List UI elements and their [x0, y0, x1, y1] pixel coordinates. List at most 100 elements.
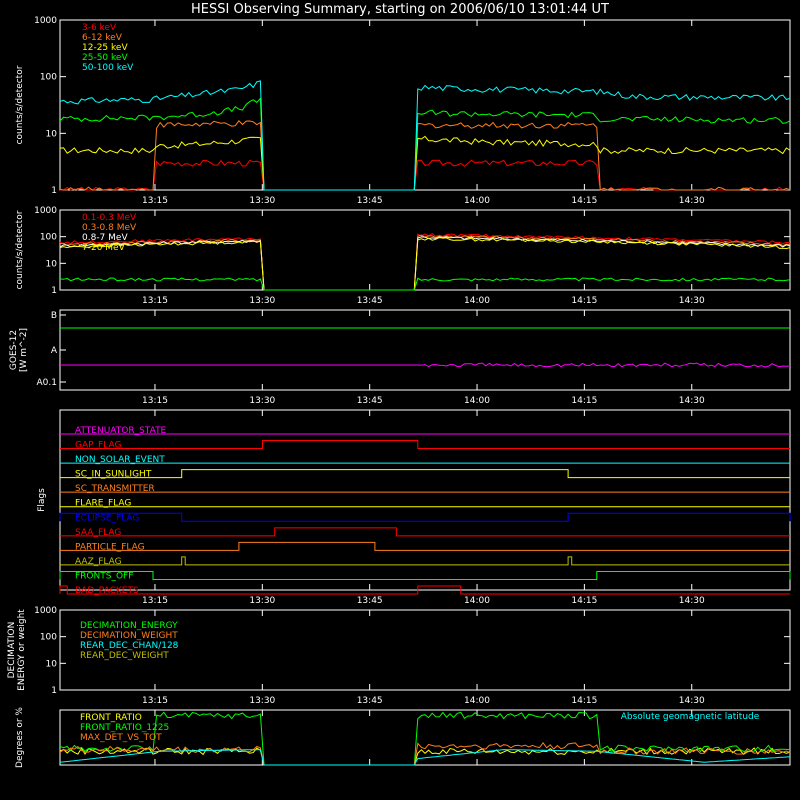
flag-label: ATTENUATOR_STATE: [75, 426, 167, 436]
y-tick-label: 1000: [34, 206, 57, 216]
goes-series-line: [60, 362, 791, 368]
series-line: [59, 749, 791, 766]
x-tick-label: 13:45: [357, 696, 383, 706]
flag-line: [60, 469, 790, 479]
flag-label: NON_SOLAR_EVENT: [75, 455, 165, 465]
x-tick-label: 14:30: [679, 696, 705, 706]
series-line: [59, 747, 791, 766]
legend-entry: 3-6 keV: [82, 23, 117, 33]
x-tick-label: 14:00: [464, 196, 490, 206]
x-tick-label: 14:15: [571, 296, 597, 306]
y-tick-label: 1: [51, 286, 57, 296]
flag-label: ECLIPSE_FLAG: [75, 513, 139, 523]
flag-label: BAD_PACKETS: [75, 586, 139, 596]
x-tick-label: 13:45: [357, 596, 383, 606]
legend-entry: 0.1-0.3 MeV: [82, 213, 137, 223]
flag-label: FRONTS_OFF: [75, 571, 133, 581]
panel-frame: [59, 209, 791, 291]
x-tick-label: 13:15: [142, 596, 168, 606]
y-tick-label: 100: [40, 633, 57, 643]
legend-entry: REAR_DEC_WEIGHT: [80, 651, 169, 661]
panel-flags: 13:15 13:30 13:45 14:00 14:15 14:30 Flags ATTEN…: [37, 409, 791, 606]
flag-label: SC_TRANSMITTER: [75, 484, 155, 494]
legend-entry: MAX_DET_VS_TOT: [80, 733, 162, 743]
y-tick-label: 1000: [34, 16, 57, 26]
x-tick-label: 13:15: [142, 396, 168, 406]
y-axis-label: ENERGY or weight: [17, 609, 27, 691]
x-tick-label: 14:00: [464, 296, 490, 306]
x-tick-label: 13:45: [357, 396, 383, 406]
y-axis-label: GOES-12: [9, 330, 19, 370]
series-line: [60, 159, 791, 191]
legend-entry: REAR_DEC_CHAN/128: [80, 641, 179, 651]
series-line: [59, 741, 791, 766]
series-line: [59, 277, 791, 291]
legend-entry: 0.3-0.8 MeV: [82, 223, 137, 233]
x-tick-label: 14:30: [679, 596, 705, 606]
panel-goes: A0.1 A B 13:15 13:30 13:45 14:00 14:15 14:30 GOES…: [9, 309, 791, 406]
x-tick-label: 14:30: [679, 296, 705, 306]
x-tick-label: 14:15: [571, 596, 597, 606]
y-tick-label: 10: [46, 129, 58, 139]
figure-title: HESSI Observing Summary, starting on 200…: [191, 2, 609, 17]
x-tick-label: 13:45: [357, 196, 383, 206]
y-tick-label: 1000: [34, 606, 57, 616]
panel-frame: [59, 19, 791, 191]
series-line: [59, 237, 791, 291]
x-tick-label: 14:15: [571, 696, 597, 706]
x-tick-label: 13:30: [249, 396, 275, 406]
panel-low_energy: 1 10 100 1000 13:15 13:30 13:45 14:00 14:15 14:30…: [15, 16, 791, 206]
series-line: [59, 711, 791, 766]
flag-line: [59, 512, 791, 522]
legend-entry: 0.8-7 MeV: [82, 233, 128, 243]
flag-line: [59, 570, 791, 580]
panels-group: 1 10 100 1000 13:15 13:30 13:45 14:00 14:15 14:30…: [7, 16, 791, 768]
y-axis-label: Flags: [37, 488, 47, 512]
series-line: [59, 135, 791, 191]
x-tick-label: 14:00: [464, 696, 490, 706]
x-tick-label: 14:30: [679, 196, 705, 206]
flag-label: AAZ_FLAG: [75, 557, 122, 567]
flag-label: PARTICLE_FLAG: [75, 542, 145, 552]
flag-label: FLARE_FLAG: [75, 499, 131, 509]
x-tick-label: 13:45: [357, 296, 383, 306]
legend-entry: 6-12 keV: [82, 33, 123, 43]
panel-frame: [59, 609, 791, 691]
x-tick-label: 13:15: [142, 196, 168, 206]
panel-frame: [59, 309, 791, 391]
panel-frame: [59, 709, 791, 766]
series-line: [59, 120, 791, 191]
y-axis-label: counts/s/detector: [15, 210, 25, 289]
y-axis-label: [W m^-2]: [19, 328, 29, 372]
y-tick-label: 10: [46, 659, 58, 669]
legend-entry: DECIMATION_ENERGY: [80, 621, 178, 631]
y-tick-label: A0.1: [37, 378, 57, 388]
legend-entry: FRONT_RATIO: [80, 713, 142, 723]
flag-label: SC_IN_SUNLIGHT: [75, 470, 152, 480]
x-tick-label: 14:15: [571, 396, 597, 406]
panel-high_energy: 1 10 100 1000 13:15 13:30 13:45 14:00 14:15 14:30…: [15, 206, 791, 306]
y-tick-label: B: [51, 311, 57, 321]
series-line: [59, 97, 791, 191]
y-tick-label: 1: [51, 686, 57, 696]
x-tick-label: 14:30: [679, 396, 705, 406]
legend-entry: 7-20 MeV: [82, 243, 126, 253]
y-tick-label: A: [51, 346, 58, 356]
annotation-label: Absolute geomagnetic latitude: [621, 712, 760, 722]
flag-line: [59, 585, 790, 595]
x-tick-label: 13:30: [249, 696, 275, 706]
y-tick-label: 100: [40, 233, 57, 243]
flag-label: SAA_FLAG: [75, 528, 121, 538]
y-tick-label: 100: [40, 73, 57, 83]
y-axis-label: counts/s/detector: [15, 65, 25, 144]
x-tick-label: 14:00: [464, 596, 490, 606]
flag-line: [60, 541, 790, 551]
legend-entry: FRONT_RATIO_1225: [80, 723, 169, 733]
x-tick-label: 13:30: [249, 296, 275, 306]
panel-ratios: Degrees or % FRONT_RATIOFRONT_RATIO_1225M…: [15, 707, 791, 768]
legend-entry: 50-100 keV: [82, 63, 134, 73]
flag-line: [60, 440, 790, 450]
panel-decimation: 1 10 100 1000 13:15 13:30 13:45 14:00 14:15 14:30…: [7, 606, 791, 706]
y-axis-label: DECIMATION: [7, 622, 17, 679]
